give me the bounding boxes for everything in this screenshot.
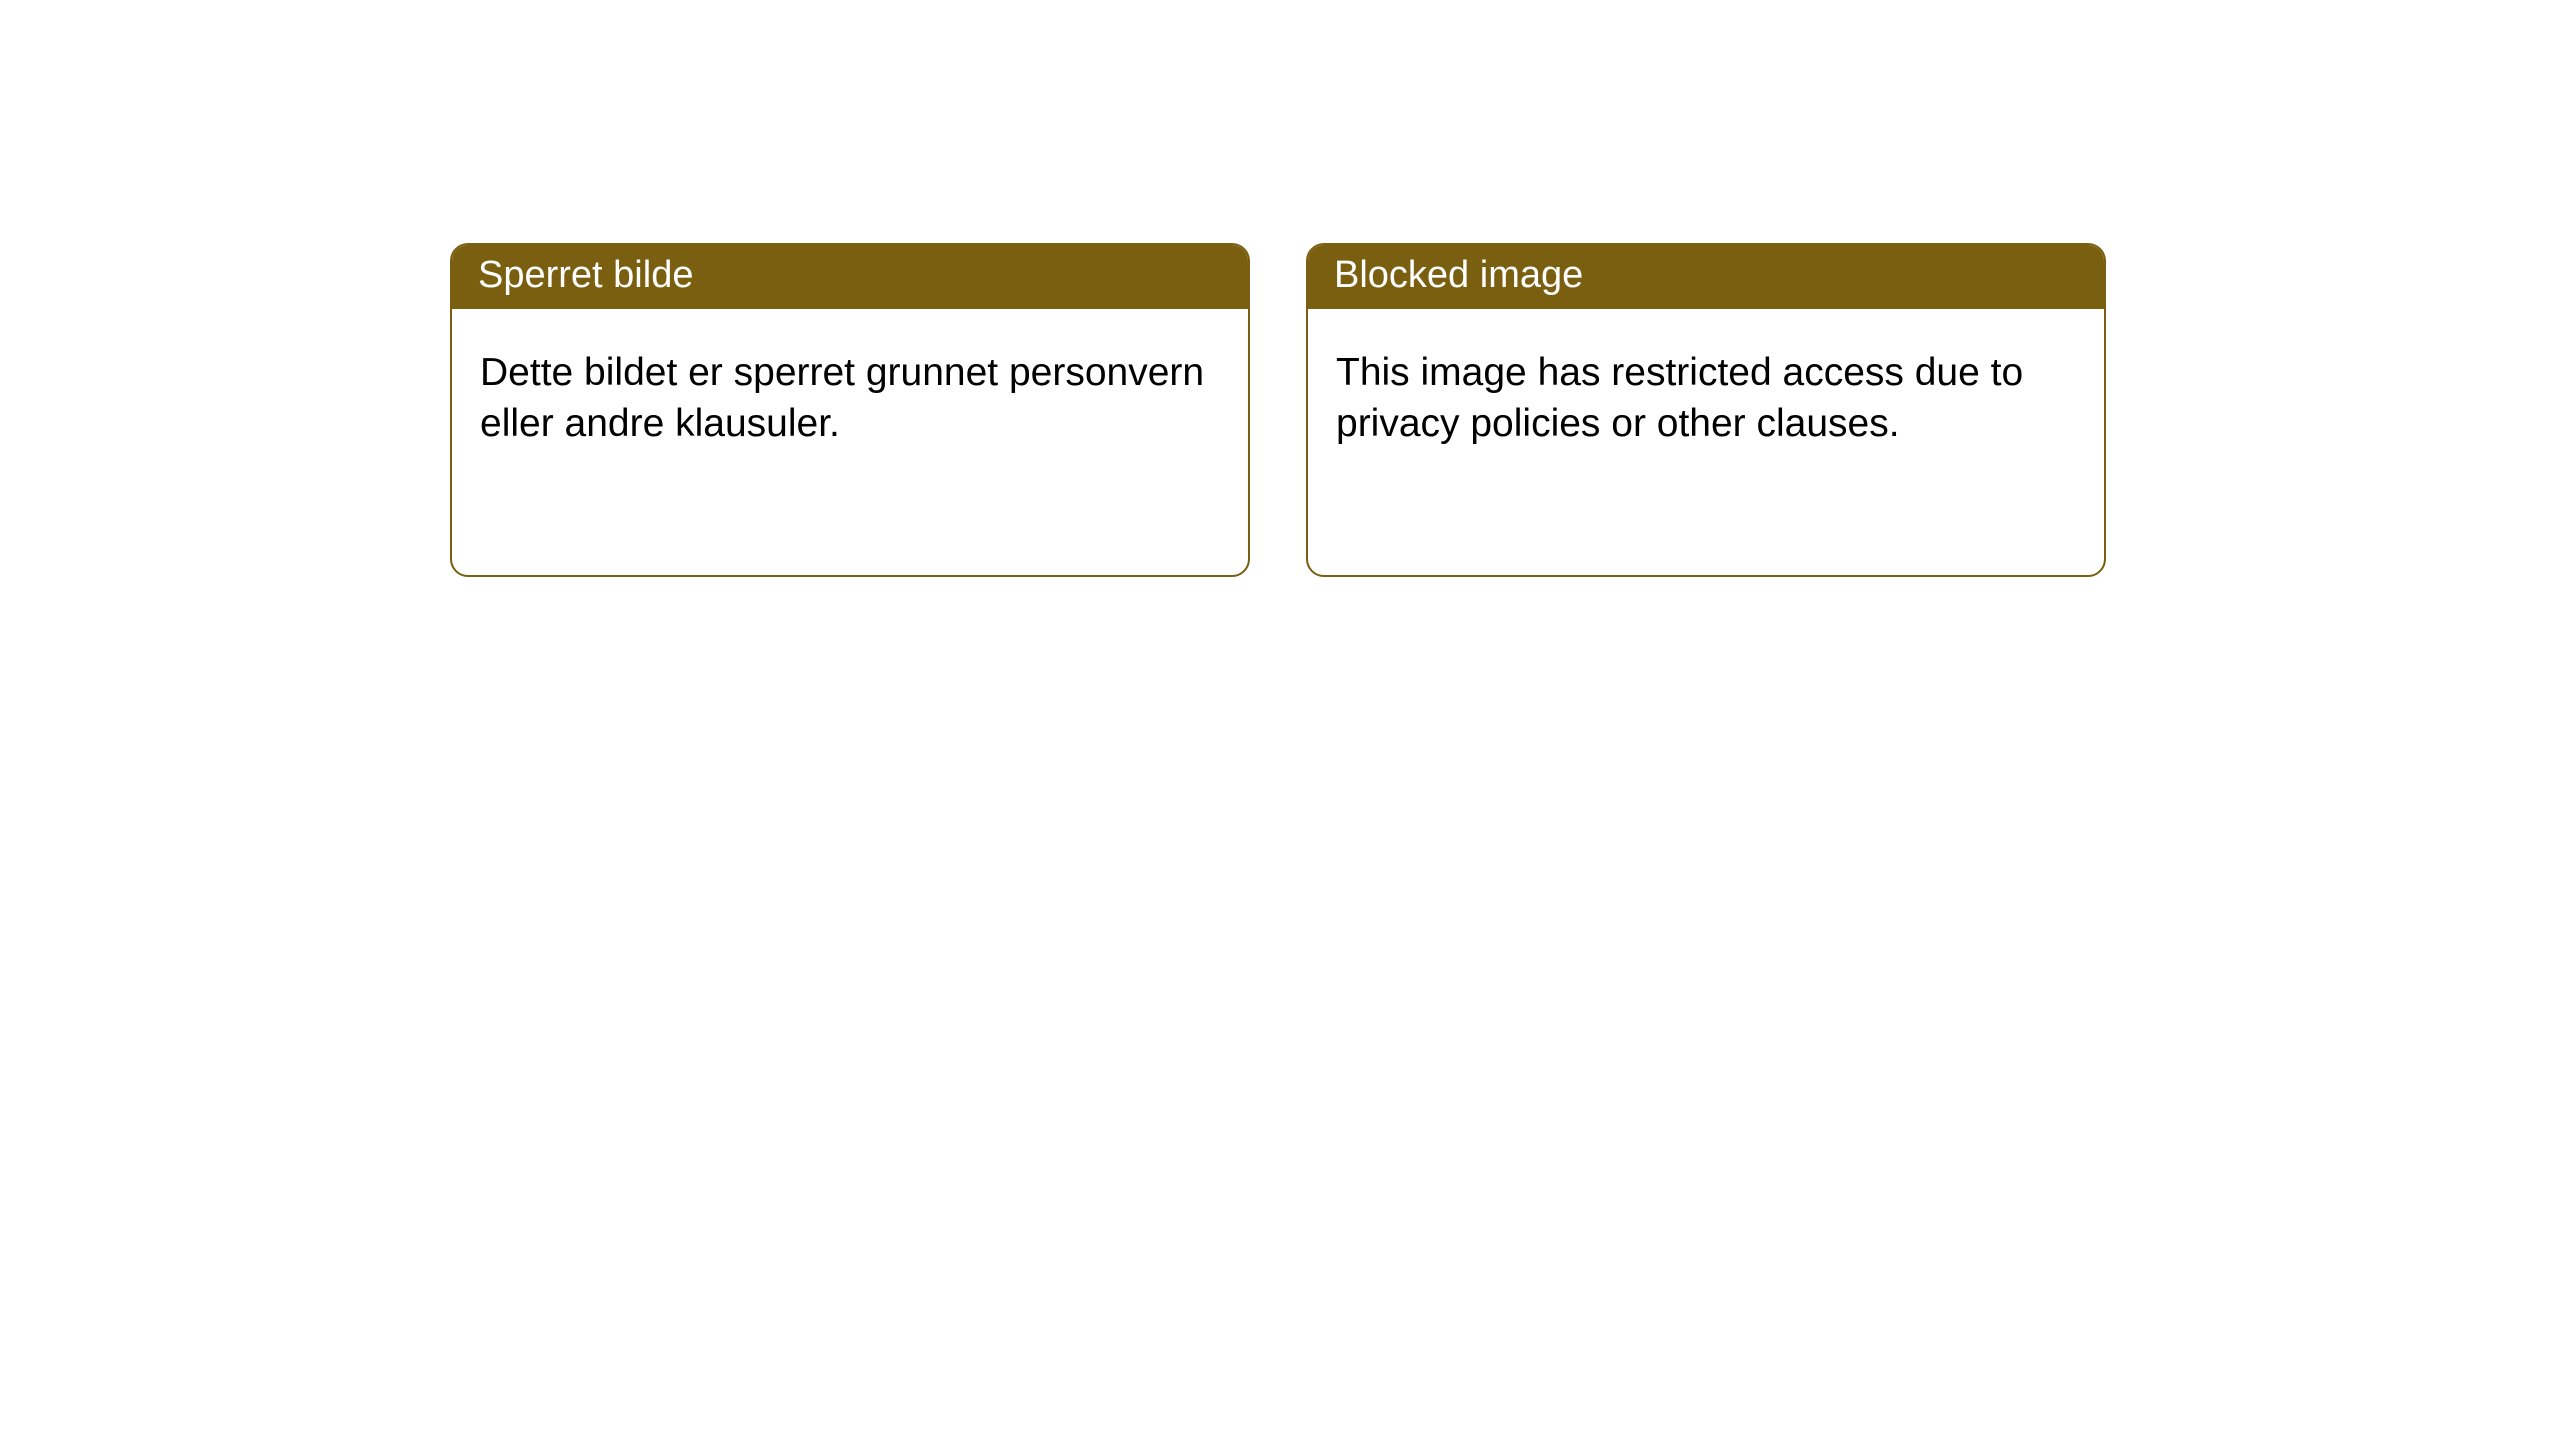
cards-container: Sperret bilde Dette bildet er sperret gr… <box>0 0 2560 577</box>
card-body: This image has restricted access due to … <box>1308 309 2104 478</box>
blocked-image-card-en: Blocked image This image has restricted … <box>1306 243 2106 577</box>
card-body: Dette bildet er sperret grunnet personve… <box>452 309 1248 478</box>
blocked-image-card-no: Sperret bilde Dette bildet er sperret gr… <box>450 243 1250 577</box>
card-title: Sperret bilde <box>452 245 1248 309</box>
card-title: Blocked image <box>1308 245 2104 309</box>
